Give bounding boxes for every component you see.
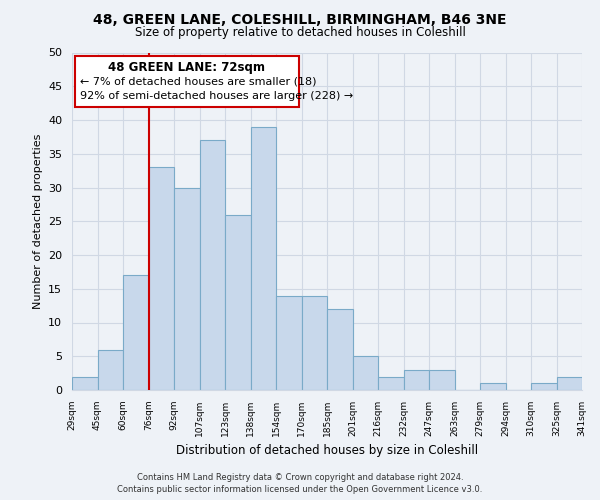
- Bar: [378, 376, 404, 390]
- Text: 48, GREEN LANE, COLESHILL, BIRMINGHAM, B46 3NE: 48, GREEN LANE, COLESHILL, BIRMINGHAM, B…: [93, 12, 507, 26]
- Bar: [429, 370, 455, 390]
- Text: ← 7% of detached houses are smaller (18): ← 7% of detached houses are smaller (18): [80, 76, 316, 86]
- Bar: [531, 383, 557, 390]
- Bar: [199, 140, 225, 390]
- Bar: [327, 309, 353, 390]
- Bar: [557, 376, 582, 390]
- Bar: [149, 167, 174, 390]
- Bar: [123, 275, 149, 390]
- Bar: [174, 188, 199, 390]
- Bar: [480, 383, 505, 390]
- Text: Size of property relative to detached houses in Coleshill: Size of property relative to detached ho…: [134, 26, 466, 39]
- Bar: [72, 376, 97, 390]
- Bar: [404, 370, 429, 390]
- Bar: [251, 126, 276, 390]
- X-axis label: Distribution of detached houses by size in Coleshill: Distribution of detached houses by size …: [176, 444, 478, 458]
- Bar: [97, 350, 123, 390]
- Text: Contains HM Land Registry data © Crown copyright and database right 2024.
Contai: Contains HM Land Registry data © Crown c…: [118, 472, 482, 494]
- Bar: [276, 296, 302, 390]
- FancyBboxPatch shape: [74, 56, 299, 106]
- Y-axis label: Number of detached properties: Number of detached properties: [32, 134, 43, 309]
- Text: 48 GREEN LANE: 72sqm: 48 GREEN LANE: 72sqm: [108, 62, 265, 74]
- Text: 92% of semi-detached houses are larger (228) →: 92% of semi-detached houses are larger (…: [80, 91, 353, 101]
- Bar: [353, 356, 378, 390]
- Bar: [225, 214, 251, 390]
- Bar: [302, 296, 327, 390]
